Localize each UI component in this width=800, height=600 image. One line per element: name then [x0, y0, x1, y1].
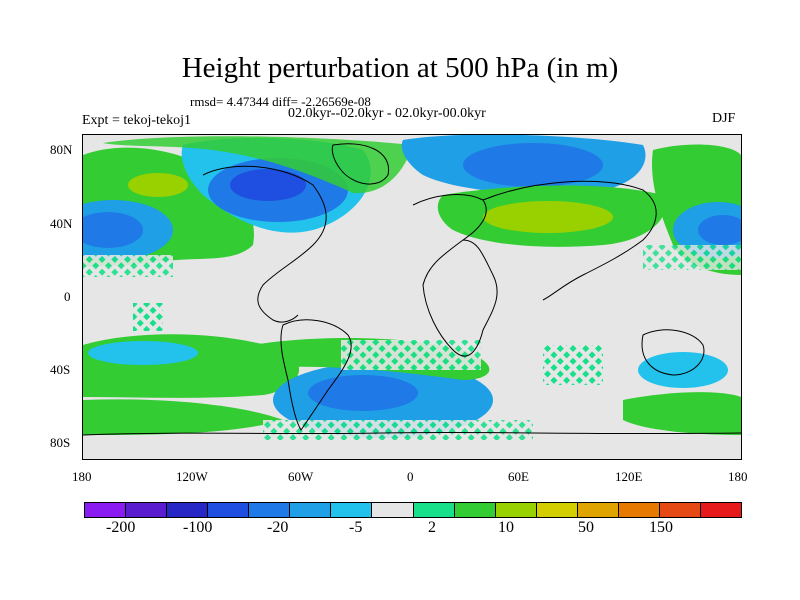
hatched-region-4 [543, 345, 603, 385]
colorbar [84, 502, 742, 518]
antarctica-coast [83, 431, 741, 436]
colorbar-label: -20 [267, 519, 289, 536]
hatched-region-2 [133, 303, 163, 331]
period-text: 02.0kyr--02.0kyr - 02.0kyr-00.0kyr [288, 106, 486, 121]
colorbar-swatch [700, 503, 741, 517]
greenland-coast [331, 143, 389, 185]
hatched-region-1 [83, 255, 173, 277]
colorbar-swatch [413, 503, 455, 517]
colorbar-swatch [167, 503, 209, 517]
colorbar-swatch [331, 503, 373, 517]
coastlines [83, 143, 741, 436]
height-field-map [83, 135, 741, 459]
colorbar-swatch [454, 503, 496, 517]
hatched-region-3 [341, 340, 481, 370]
north-pacific-yellow-patch [128, 173, 188, 197]
colorbar-label: 50 [578, 519, 594, 536]
colorbar-label: -200 [106, 519, 136, 536]
north-america-blue-inner [230, 169, 306, 201]
south-ocean-green-band [83, 399, 283, 435]
colorbar-swatch [85, 503, 127, 517]
lat-label-80n: 80N [50, 142, 73, 157]
lat-label-40s: 40S [50, 362, 71, 377]
colorbar-swatch [126, 503, 168, 517]
south-atlantic-blue-core [308, 375, 418, 411]
hatched-region-6 [643, 245, 741, 270]
lon-label-120e: 120E [615, 469, 643, 484]
experiment-label: Expt = tekoj-tekoj1 [82, 113, 191, 128]
colorbar-swatch [618, 503, 660, 517]
colorbar-swatch [249, 503, 291, 517]
colorbar-swatch [372, 503, 414, 517]
colorbar-label: 2 [428, 519, 436, 536]
lon-label-180-east: 180 [728, 469, 748, 484]
asia-coast [482, 180, 657, 301]
south-indian-green-band [623, 392, 741, 435]
lon-label-120w: 120W [176, 469, 208, 484]
colorbar-swatch [495, 503, 537, 517]
colorbar-label: -100 [183, 519, 213, 536]
eurasia-blue-core [463, 143, 603, 187]
lon-label-0: 0 [407, 469, 414, 484]
season-label: DJF [712, 111, 736, 126]
colorbar-label: 10 [498, 519, 514, 536]
lon-label-60e: 60E [508, 469, 529, 484]
eurasia-yellow-core [483, 201, 613, 233]
colorbar-label: 150 [649, 519, 673, 536]
lat-label-0: 0 [64, 289, 71, 304]
lat-label-40n: 40N [50, 216, 73, 231]
indian-ocean-blue [638, 352, 728, 388]
south-pacific-cyan [88, 341, 198, 365]
australia-coast [641, 329, 705, 376]
colorbar-swatch [208, 503, 250, 517]
colorbar-label: -5 [349, 519, 363, 536]
lon-label-60w: 60W [288, 469, 314, 484]
north-pacific-east-blue-inner [698, 215, 741, 245]
colorbar-swatch [659, 503, 701, 517]
arctic-green-band [103, 136, 413, 194]
stats-text: rmsd= 4.47344 diff= -2.26569e-08 [190, 94, 371, 109]
north-pacific-blue-core-inner [83, 212, 143, 248]
hatched-region-5 [263, 420, 533, 440]
lon-label-180-west: 180 [72, 469, 92, 484]
map-panel [82, 134, 742, 460]
lat-label-80s: 80S [50, 435, 71, 450]
map-title: Height perturbation at 500 hPa (in m) [181, 52, 619, 84]
colorbar-swatch [290, 503, 332, 517]
colorbar-swatch [577, 503, 619, 517]
north-america-coast [202, 165, 327, 323]
south-america-coast [280, 319, 352, 431]
colorbar-swatch [536, 503, 578, 517]
